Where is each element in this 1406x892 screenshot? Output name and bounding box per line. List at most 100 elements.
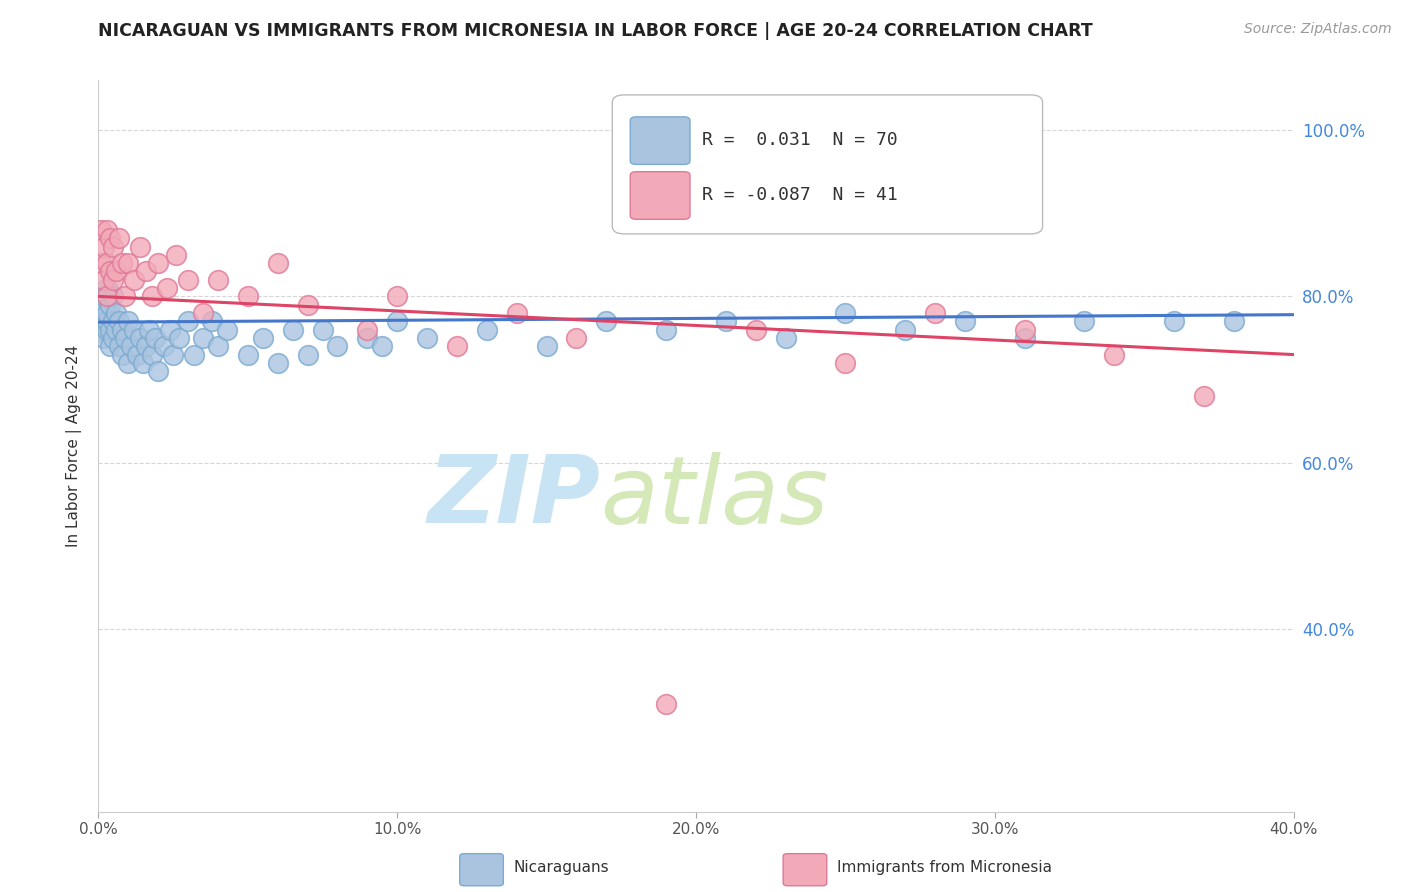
- Point: [894, 323, 917, 337]
- Point: [143, 331, 166, 345]
- Point: [1104, 348, 1126, 362]
- Point: [105, 264, 128, 278]
- Point: [655, 697, 678, 711]
- Point: [148, 256, 170, 270]
- Point: [100, 298, 122, 312]
- Point: [446, 339, 468, 353]
- Point: [117, 256, 139, 270]
- FancyBboxPatch shape: [630, 171, 690, 219]
- Point: [183, 348, 205, 362]
- Point: [93, 289, 115, 303]
- Y-axis label: In Labor Force | Age 20-24: In Labor Force | Age 20-24: [66, 345, 83, 547]
- Point: [236, 289, 259, 303]
- Point: [117, 314, 139, 328]
- Point: [129, 239, 152, 253]
- Point: [105, 323, 128, 337]
- Point: [1014, 331, 1036, 345]
- Point: [165, 248, 187, 262]
- Point: [177, 314, 200, 328]
- Point: [252, 331, 274, 345]
- Point: [103, 273, 125, 287]
- Point: [356, 331, 378, 345]
- Point: [90, 256, 112, 270]
- Point: [100, 339, 122, 353]
- Point: [124, 323, 146, 337]
- Point: [138, 323, 160, 337]
- Point: [834, 306, 856, 320]
- Point: [655, 323, 678, 337]
- Point: [281, 323, 304, 337]
- Point: [141, 289, 163, 303]
- Point: [96, 314, 118, 328]
- Point: [135, 339, 157, 353]
- Point: [167, 331, 190, 345]
- Point: [159, 323, 181, 337]
- Point: [385, 314, 409, 328]
- Point: [536, 339, 558, 353]
- Point: [108, 231, 131, 245]
- Point: [162, 348, 184, 362]
- Point: [207, 339, 229, 353]
- Point: [745, 323, 768, 337]
- Text: R = -0.087  N = 41: R = -0.087 N = 41: [702, 186, 897, 204]
- Text: Source: ZipAtlas.com: Source: ZipAtlas.com: [1244, 22, 1392, 37]
- Text: NICARAGUAN VS IMMIGRANTS FROM MICRONESIA IN LABOR FORCE | AGE 20-24 CORRELATION : NICARAGUAN VS IMMIGRANTS FROM MICRONESIA…: [98, 22, 1094, 40]
- Point: [114, 331, 136, 345]
- Point: [96, 306, 118, 320]
- Point: [595, 314, 617, 328]
- Point: [120, 339, 142, 353]
- Point: [207, 273, 229, 287]
- Point: [191, 331, 214, 345]
- Point: [475, 323, 498, 337]
- Point: [297, 298, 319, 312]
- Text: ZIP: ZIP: [427, 451, 600, 543]
- Point: [93, 273, 115, 287]
- Point: [326, 339, 349, 353]
- Point: [565, 331, 588, 345]
- Point: [714, 314, 737, 328]
- Text: atlas: atlas: [600, 451, 828, 542]
- Text: Nicaraguans: Nicaraguans: [513, 861, 609, 875]
- Text: R =  0.031  N = 70: R = 0.031 N = 70: [702, 131, 897, 149]
- Point: [267, 356, 290, 370]
- Point: [100, 323, 122, 337]
- Point: [1192, 389, 1215, 403]
- Point: [96, 289, 118, 303]
- Point: [385, 289, 409, 303]
- Point: [129, 331, 152, 345]
- Point: [371, 339, 394, 353]
- Point: [1073, 314, 1095, 328]
- Point: [105, 306, 128, 320]
- Point: [90, 306, 112, 320]
- Point: [108, 314, 131, 328]
- Point: [775, 331, 797, 345]
- Point: [114, 289, 136, 303]
- Point: [177, 273, 200, 287]
- Point: [93, 314, 115, 328]
- Point: [103, 331, 125, 345]
- Point: [96, 281, 118, 295]
- Point: [100, 231, 122, 245]
- Point: [96, 289, 118, 303]
- Point: [297, 348, 319, 362]
- Point: [103, 314, 125, 328]
- Point: [103, 289, 125, 303]
- Point: [1223, 314, 1246, 328]
- Point: [215, 323, 238, 337]
- Point: [111, 256, 134, 270]
- Point: [834, 356, 856, 370]
- Point: [100, 264, 122, 278]
- Point: [111, 323, 134, 337]
- Point: [156, 281, 179, 295]
- Point: [141, 348, 163, 362]
- FancyBboxPatch shape: [630, 117, 690, 164]
- Point: [953, 314, 976, 328]
- Point: [96, 256, 118, 270]
- Point: [96, 323, 118, 337]
- Point: [148, 364, 170, 378]
- Point: [90, 223, 112, 237]
- Point: [132, 356, 155, 370]
- Point: [506, 306, 529, 320]
- Point: [117, 356, 139, 370]
- FancyBboxPatch shape: [613, 95, 1043, 234]
